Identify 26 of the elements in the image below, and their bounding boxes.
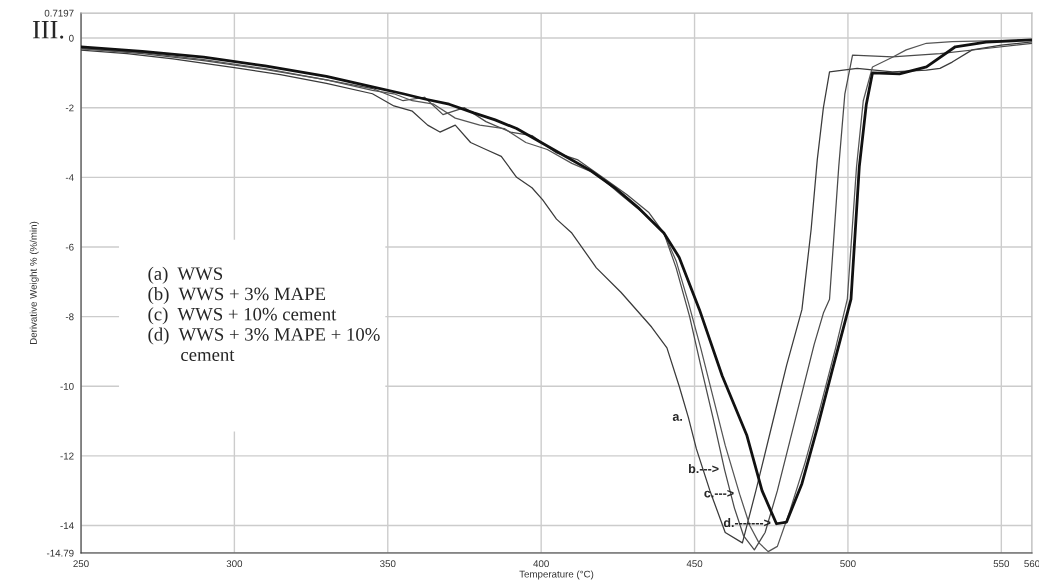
- y-tick-label: -14: [60, 522, 74, 530]
- y-axis-title: Derivative Weight % (%/min): [29, 221, 39, 344]
- y-tick-label: -2: [65, 104, 74, 112]
- y-tick-label: 0.7197: [44, 9, 74, 17]
- text: III.: [32, 21, 64, 39]
- x-tick-label: 250: [73, 560, 89, 568]
- x-axis-title: Temperature (°C): [519, 570, 594, 580]
- x-tick-label: 550: [993, 560, 1010, 568]
- annotation: (b) WWS + 3% MAPE: [148, 287, 326, 305]
- x-tick-label: 300: [226, 560, 243, 568]
- y-tick-label: 0: [69, 34, 74, 42]
- x-tick-label: 560: [1024, 560, 1039, 568]
- annotation: (c) WWS + 10% cement: [148, 307, 337, 325]
- annotation: (a) WWS: [148, 266, 223, 284]
- annotation: a.: [672, 414, 682, 421]
- x-tick-label: 500: [840, 560, 856, 568]
- y-tick-label: -10: [60, 382, 74, 390]
- y-tick-label: -14.79: [46, 549, 74, 557]
- y-tick-label: -4: [65, 174, 74, 181]
- x-tick-label: 350: [380, 560, 396, 568]
- y-tick-label: -12: [60, 452, 74, 460]
- y-tick-label: -6: [65, 243, 74, 251]
- annotation: (d) WWS + 3% MAPE + 10% cement: [148, 327, 380, 362]
- x-tick-label: 400: [533, 560, 549, 568]
- x-tick-label: 450: [686, 560, 703, 568]
- y-tick-label: -8: [65, 313, 74, 321]
